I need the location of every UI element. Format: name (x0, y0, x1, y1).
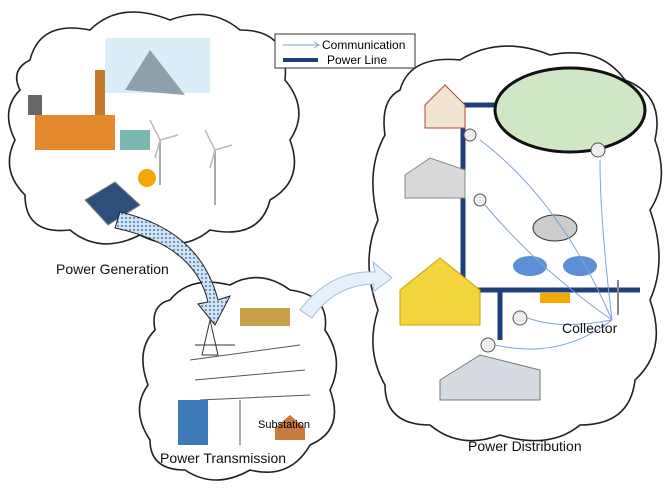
electric-car (533, 215, 577, 241)
electric-car (563, 256, 597, 276)
smart-meter (464, 129, 476, 141)
smart-meter (591, 143, 605, 157)
power-plant (240, 308, 290, 326)
residential-area (495, 68, 645, 152)
boiler (35, 115, 115, 150)
smart-meter (481, 338, 495, 352)
smart-meter (513, 311, 527, 325)
legend-power-line-label: Power Line (327, 53, 387, 67)
generation-label: Power Generation (56, 261, 169, 277)
smart-meter (474, 194, 486, 206)
sun (138, 169, 156, 187)
coal-hopper (28, 95, 42, 115)
substation-label: Substation (258, 419, 310, 431)
turbine-house (120, 130, 150, 150)
transmission-label: Power Transmission (160, 450, 286, 466)
smart-grid-diagram: Communication Power Line (0, 0, 665, 493)
building (178, 400, 208, 445)
collector-label: Collector (562, 320, 618, 336)
transformer (540, 293, 570, 303)
distribution-label: Power Distribution (468, 438, 582, 454)
legend-communication: Communication (322, 38, 405, 52)
electric-car (513, 256, 547, 276)
